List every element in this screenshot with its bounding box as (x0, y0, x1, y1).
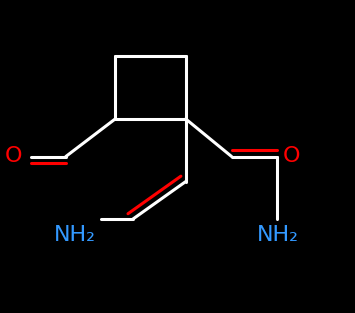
Text: O: O (283, 146, 300, 167)
Text: NH₂: NH₂ (54, 225, 96, 245)
Text: NH₂: NH₂ (256, 225, 299, 245)
Text: O: O (4, 146, 22, 167)
